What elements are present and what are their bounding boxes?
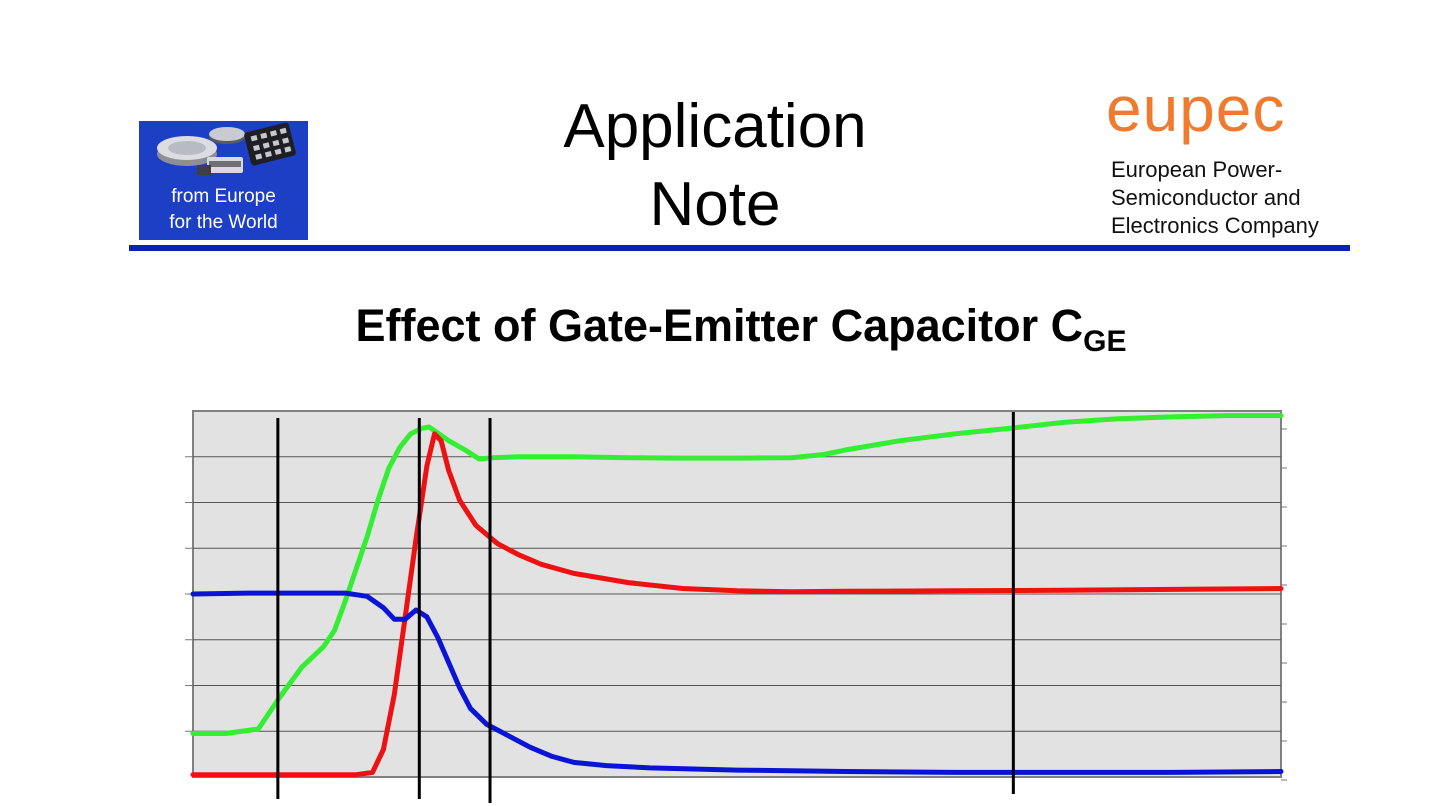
brand-subtitle-line1: European Power-: [1111, 157, 1283, 182]
series-line-1: [190, 413, 1284, 736]
logo-tagline-line1: from Europe: [171, 186, 276, 207]
chart-title: Effect of Gate-Emitter Capacitor CGE: [0, 298, 1440, 357]
series-line-2: [190, 431, 1284, 778]
series-line-3: [190, 590, 1284, 775]
chart-title-text: Effect of Gate-Emitter Capacitor C: [355, 300, 1084, 351]
logo-tagline-line2: for the World: [169, 212, 278, 233]
semiconductor-modules-icon: [157, 122, 296, 175]
brand-subtitle-line2: Semiconductor and: [1111, 185, 1301, 210]
page-title-line2: Note: [649, 170, 781, 239]
chart-title-subscript: GE: [1083, 325, 1127, 358]
company-logo-panel: [139, 121, 308, 240]
page-title-line1: Application: [563, 92, 867, 161]
header-divider: [129, 245, 1350, 251]
brand-logo: eupec: [1106, 73, 1286, 145]
brand-subtitle-line3: Electronics Company: [1111, 213, 1319, 238]
